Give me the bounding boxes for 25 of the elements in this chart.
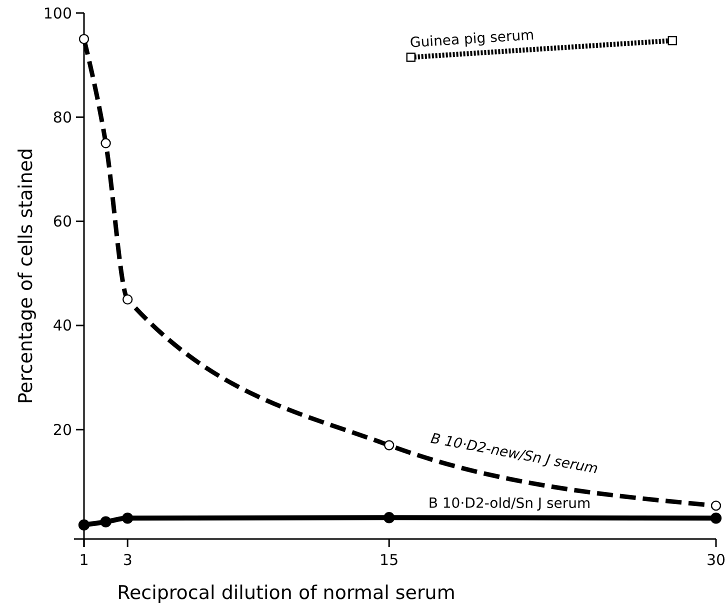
y-tick-label: 100 (43, 4, 72, 22)
point (710, 512, 722, 524)
x-tick-label: 1 (79, 551, 89, 569)
y-tick-label: 40 (52, 316, 72, 335)
point (122, 294, 133, 305)
series-label: Guinea pig serum (409, 27, 535, 52)
y-tick-label: 80 (52, 108, 72, 126)
x-axis-title: Reciprocal dilution of normal serum (117, 582, 456, 604)
x-tick-label: 15 (380, 551, 399, 569)
point (78, 34, 90, 44)
x-tick-label: 3 (122, 551, 132, 569)
x-tick-label: 30 (706, 551, 726, 569)
point (122, 512, 134, 524)
point (668, 36, 678, 46)
point (384, 512, 395, 524)
point (710, 500, 722, 511)
y-tick-label: 20 (52, 420, 72, 439)
point (406, 52, 416, 62)
y-axis-title: Percentage of cells stained (15, 148, 37, 404)
series-label: B 10·D2-old/Sn J serum (428, 496, 591, 512)
point (78, 519, 90, 531)
point (100, 516, 112, 528)
point (100, 138, 111, 148)
point (384, 440, 394, 450)
y-tick-label: 60 (52, 212, 72, 231)
